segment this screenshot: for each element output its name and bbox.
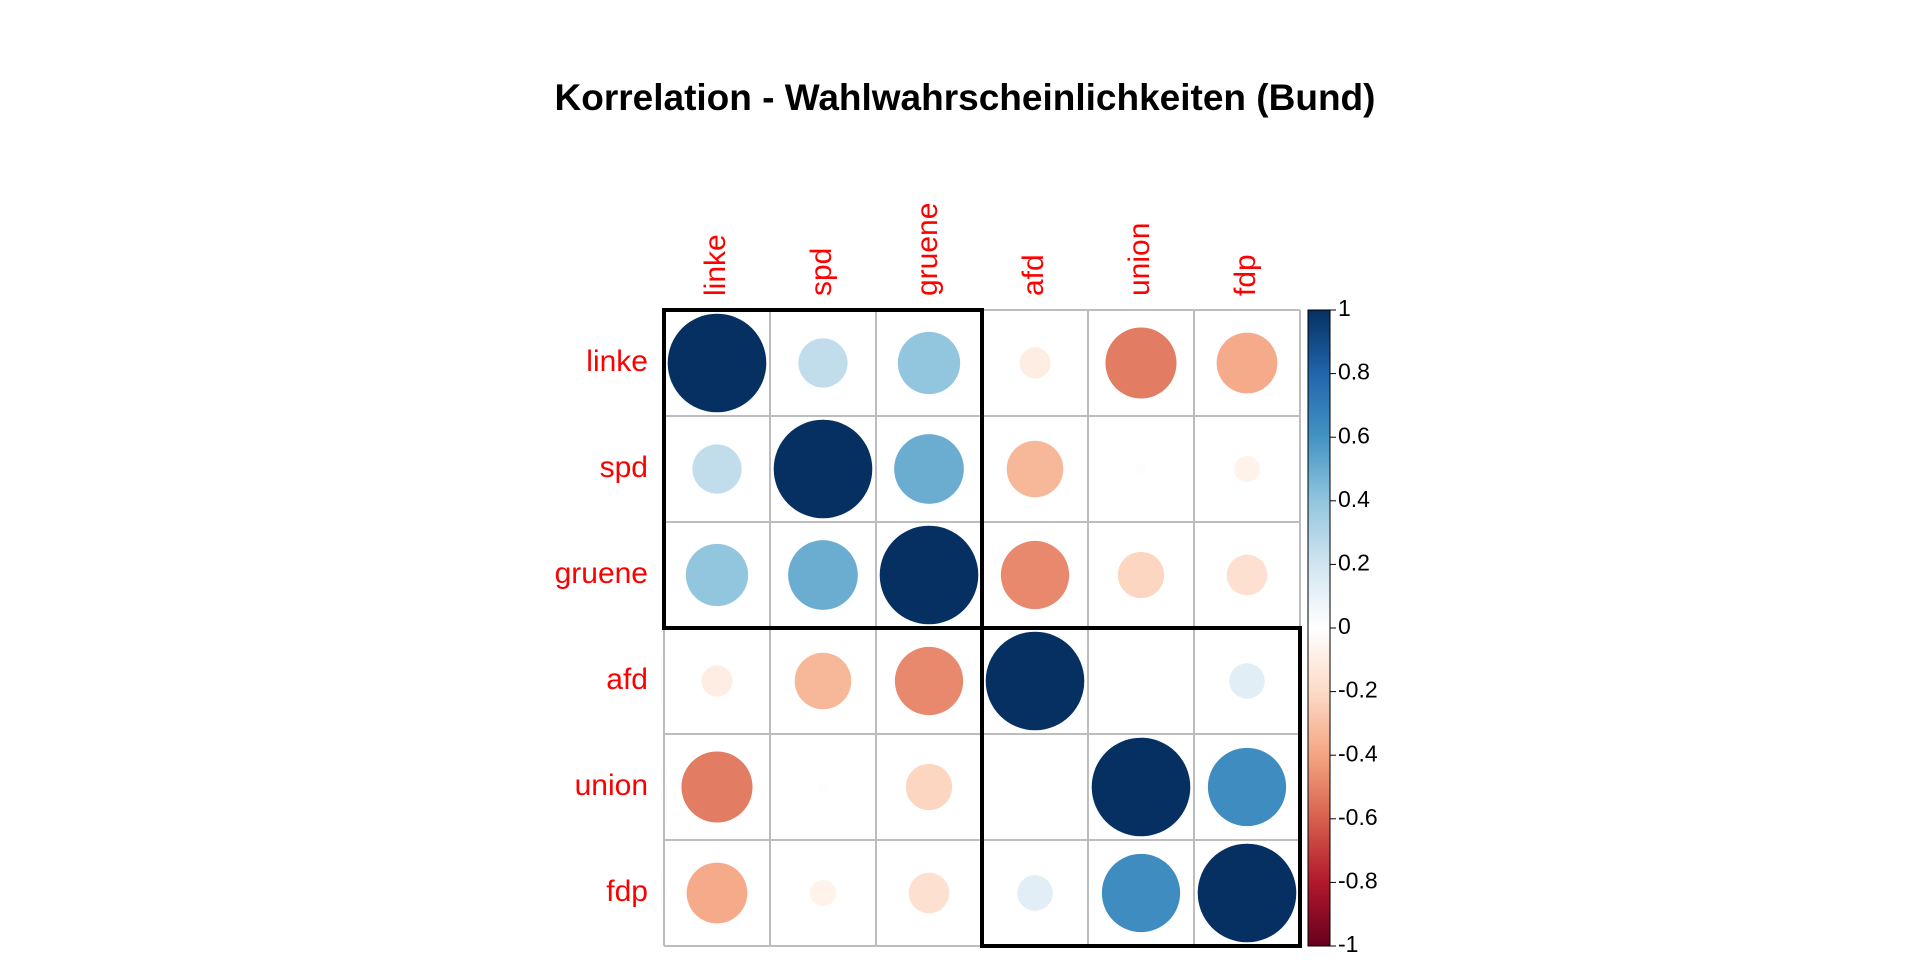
correlation-circle-union-union [1091,737,1191,837]
correlation-circle-union-fdp [1207,747,1287,827]
correlation-circle-fdp-afd [1017,875,1053,911]
correlation-circle-union-linke [681,751,753,823]
colorbar-tick-label: 0.2 [1338,549,1370,575]
colorbar-tick-label: -0.2 [1338,677,1378,703]
correlation-circle-spd-spd [773,419,873,519]
correlation-circle-linke-union [1105,327,1177,399]
correlation-circle-afd-gruene [894,646,964,716]
row-label-gruene: gruene [555,557,648,590]
correlation-circle-gruene-linke [685,543,749,607]
colorbar-tick-label: -1 [1338,931,1358,957]
correlation-circle-linke-linke [667,313,767,413]
correlation-circle-union-gruene [905,763,953,811]
correlation-circle-afd-linke [701,665,733,697]
correlation-circle-spd-gruene [894,434,964,504]
correlation-circle-fdp-spd [809,879,837,907]
column-label-gruene: gruene [911,203,944,296]
row-label-union: union [575,769,648,802]
correlation-circle-linke-gruene [897,331,961,395]
correlation-circle-gruene-fdp [1226,554,1268,596]
correlation-circle-afd-fdp [1229,663,1265,699]
color-legend: 1 0.8 0.6 0.4 0.2 0 -0.2 -0.4 -0.6 -0.8 -1 [1307,295,1378,957]
correlation-circle-fdp-gruene [908,872,950,914]
colorbar-tick-label: -0.6 [1338,804,1378,830]
row-label-afd: afd [606,663,648,696]
row-labels: linke spd gruene afd union fdp [555,345,648,908]
correlation-circle-spd-linke [692,444,742,494]
correlation-circle-union-spd [818,782,828,792]
cluster-rectangle-1 [662,308,984,630]
row-label-spd: spd [600,451,648,484]
colorbar-tick-label: 0.8 [1338,359,1370,385]
colorbar-tick-label: -0.4 [1338,740,1378,766]
correlation-circle-spd-union [1136,464,1146,474]
colorbar-tick-label: 0.4 [1338,486,1370,512]
cluster-rectangle-2 [980,626,1302,948]
column-label-fdp: fdp [1229,254,1262,296]
correlation-circle-gruene-union [1117,551,1165,599]
colorbar [1307,309,1331,947]
correlation-circle-afd-spd [794,652,852,710]
colorbar-tick-label: 0 [1338,613,1351,639]
chart-title: Korrelation - Wahlwahrscheinlichkeiten (… [555,77,1376,118]
colorbar-tick-label: 0.6 [1338,422,1370,448]
row-label-fdp: fdp [606,875,648,908]
correlation-circle-fdp-union [1101,853,1181,933]
correlation-circle-spd-afd [1006,440,1064,498]
column-label-spd: spd [805,248,838,296]
correlation-circle-fdp-linke [686,862,748,924]
correlation-circles [667,313,1297,943]
correlation-circle-linke-spd [798,338,848,388]
correlation-circle-linke-afd [1019,347,1051,379]
column-labels: linke spd gruene afd union fdp [699,203,1262,296]
colorbar-tick-label: -0.8 [1338,867,1378,893]
correlation-circle-gruene-afd [1000,540,1070,610]
correlation-circle-linke-fdp [1216,332,1278,394]
correlation-circle-gruene-gruene [879,525,979,625]
correlation-circle-spd-fdp [1233,455,1261,483]
correlation-circle-afd-afd [985,631,1085,731]
correlation-circle-gruene-spd [788,540,858,610]
correlation-circle-fdp-fdp [1197,843,1297,943]
column-label-linke: linke [699,234,732,296]
column-label-afd: afd [1017,254,1050,296]
column-label-union: union [1123,223,1156,296]
colorbar-tick-label: 1 [1338,295,1351,321]
row-label-linke: linke [586,345,648,378]
cluster-rectangles [662,308,1302,948]
